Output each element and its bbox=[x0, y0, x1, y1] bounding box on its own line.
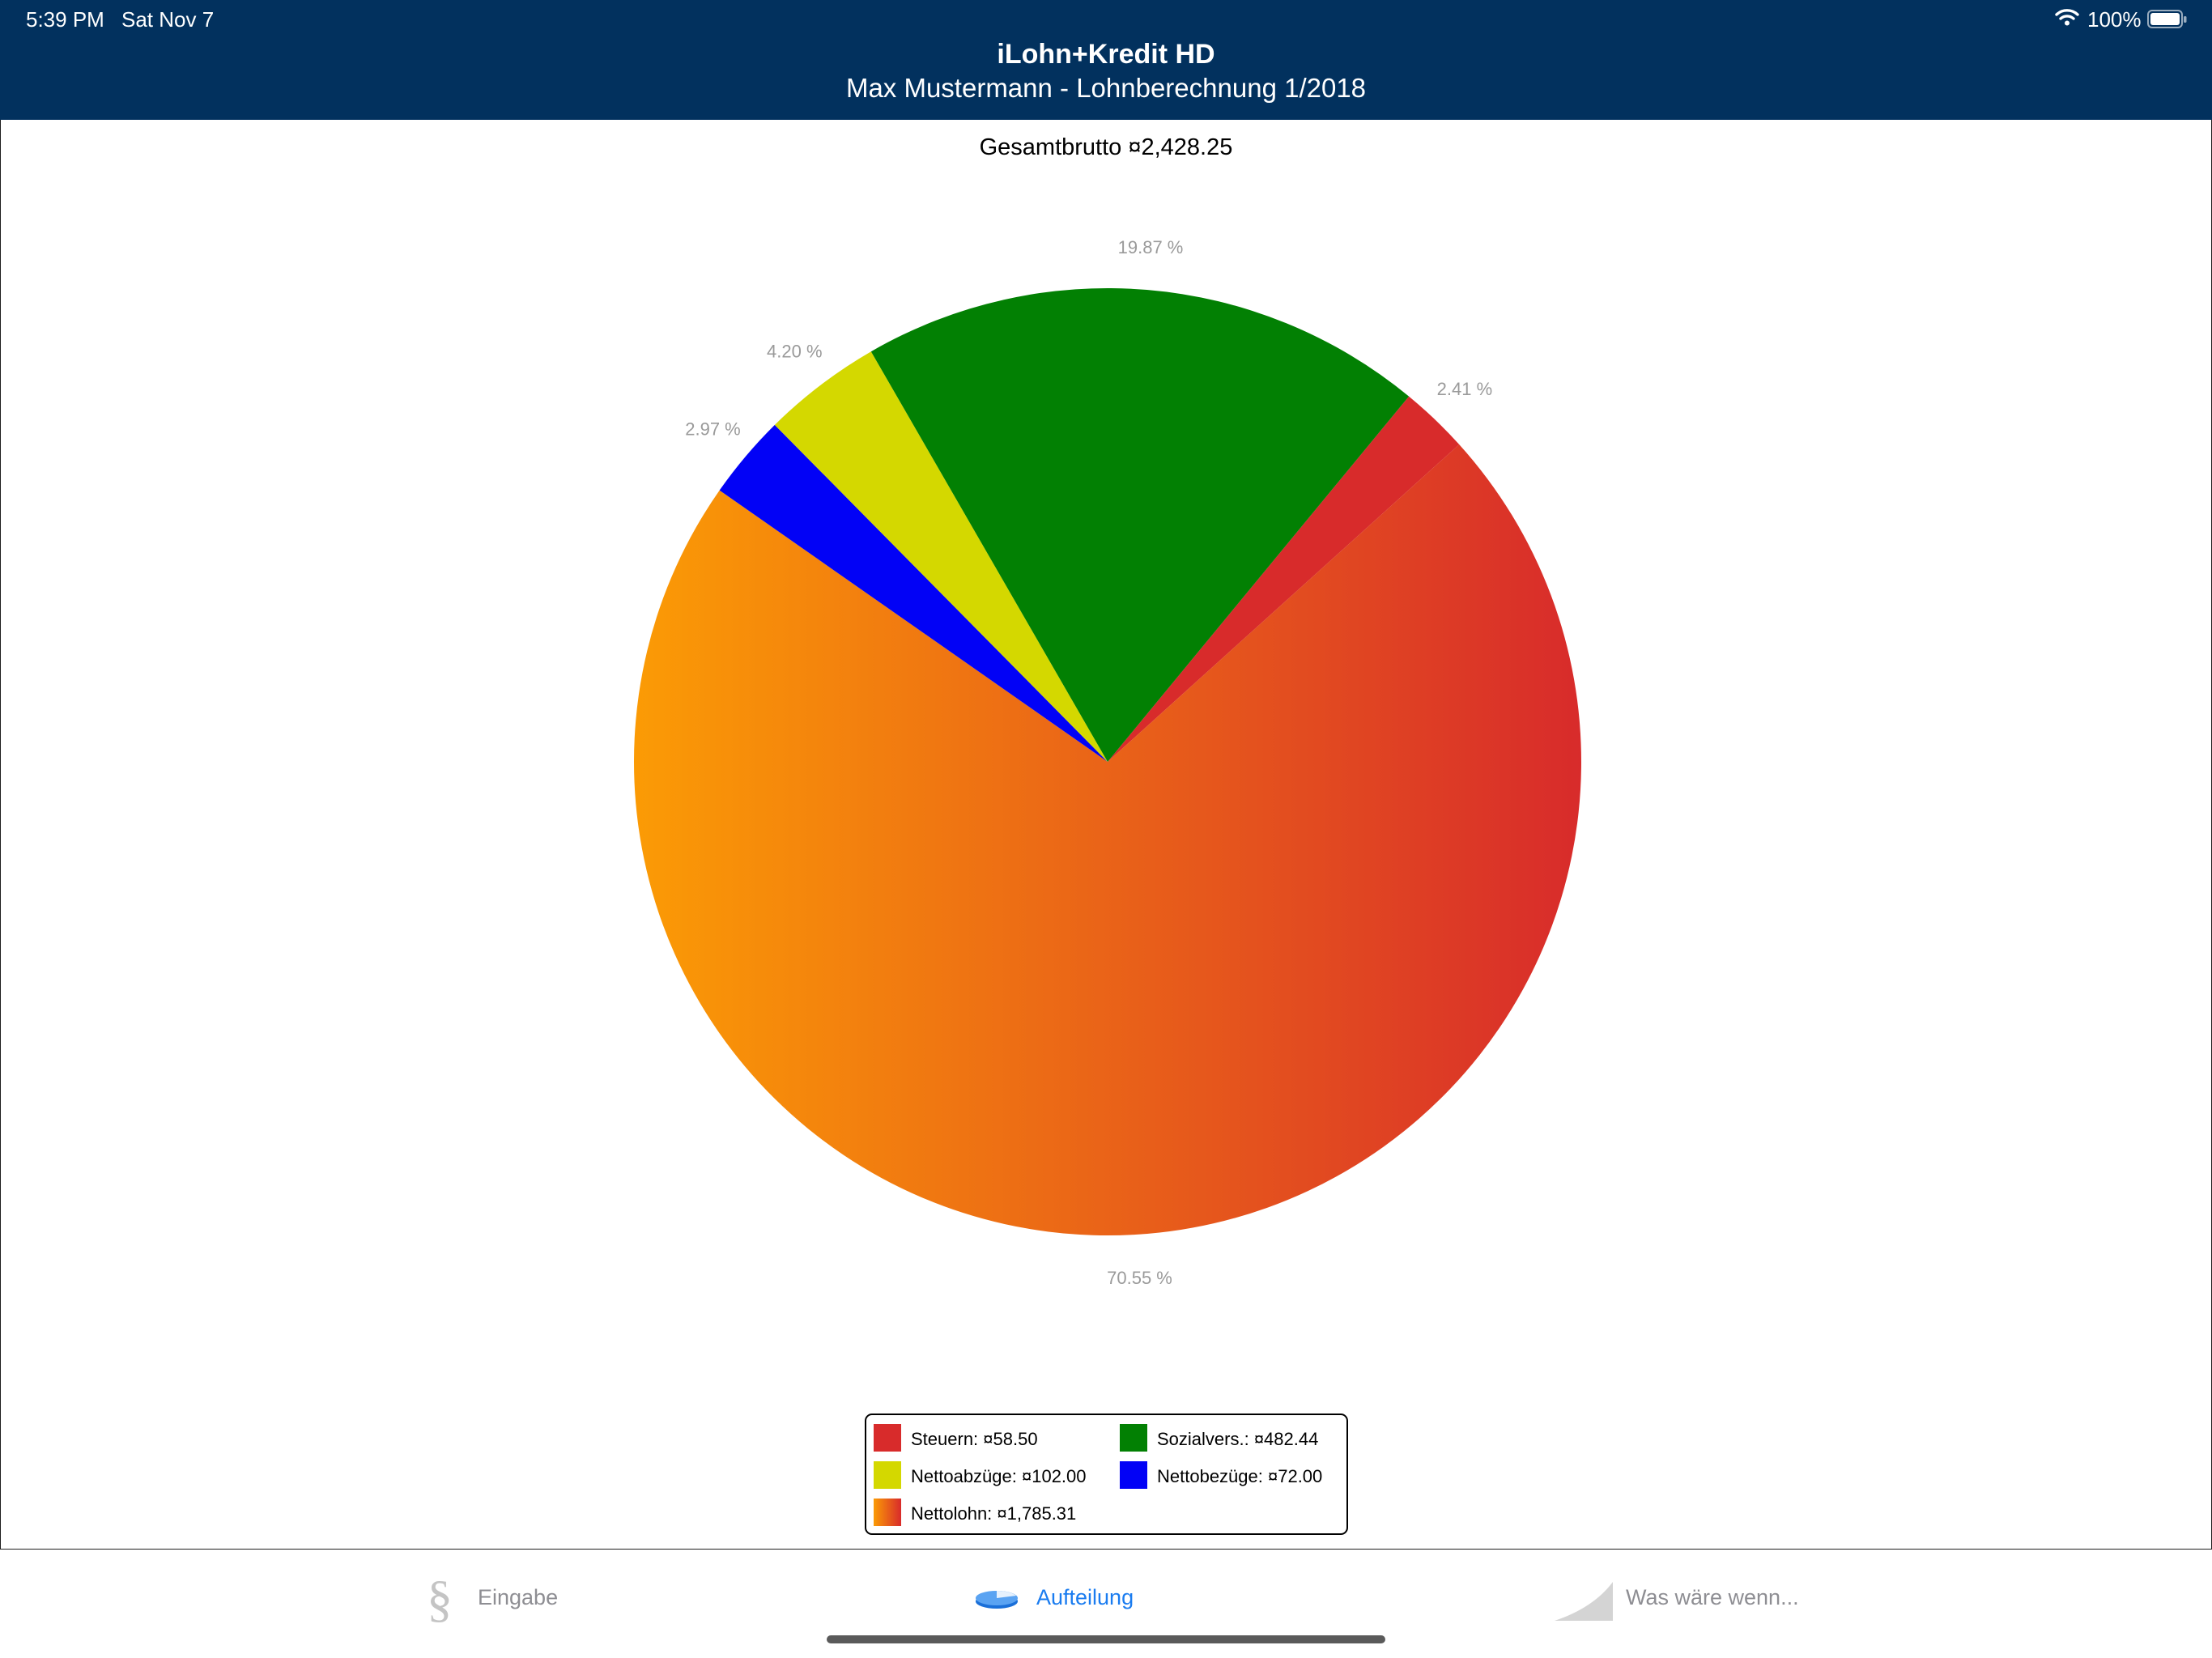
legend-swatch-steuern bbox=[874, 1424, 901, 1452]
chart-legend: Steuern: ¤58.50 Sozialvers.: ¤482.44 Netto… bbox=[865, 1414, 1348, 1535]
tab-aufteilung[interactable]: Aufteilung bbox=[973, 1574, 1151, 1622]
app-title: iLohn+Kredit HD bbox=[997, 39, 1215, 70]
status-time: 5:39 PM bbox=[26, 7, 104, 32]
tab-eingabe[interactable]: § Eingabe bbox=[426, 1574, 604, 1624]
tab-label: Was wäre wenn... bbox=[1626, 1585, 1799, 1609]
percent-labels: 2.41 % 70.55 % 2.97 % 4.20 % 19.87 % bbox=[685, 237, 1492, 1288]
tab-label: Aufteilung bbox=[1036, 1585, 1134, 1609]
legend-swatch-nettobez-ge bbox=[1120, 1461, 1147, 1489]
chart-title: Gesamtbrutto ¤2,428.25 bbox=[980, 134, 1233, 160]
paragraph-icon: § bbox=[427, 1574, 453, 1624]
percent-label: 70.55 % bbox=[1107, 1268, 1172, 1288]
home-indicator bbox=[827, 1635, 1385, 1643]
legend-label-sozialvers: Sozialvers.: ¤482.44 bbox=[1157, 1429, 1318, 1449]
wifi-icon bbox=[2055, 9, 2079, 26]
pie-slice-nettolohn bbox=[633, 444, 1581, 1236]
battery-percentage: 100% bbox=[2087, 7, 2142, 32]
pie-chart-icon bbox=[976, 1591, 1018, 1609]
pie-slice-sozialvers bbox=[870, 287, 1410, 762]
legend-box bbox=[865, 1414, 1348, 1535]
pie-slice-nettoabz-ge bbox=[774, 351, 1108, 762]
legend-swatch-nettoabz-ge bbox=[874, 1461, 901, 1489]
tab-was-waere-wenn[interactable]: Was wäre wenn... bbox=[1553, 1574, 1812, 1622]
page-subtitle: Max Mustermann - Lohnberechnung 1/2018 bbox=[845, 73, 1367, 103]
legend-label-nettobez-ge: Nettobezüge: ¤72.00 bbox=[1157, 1466, 1322, 1486]
status-date: Sat Nov 7 bbox=[121, 7, 215, 32]
svg-text:§: § bbox=[427, 1574, 453, 1624]
legend-swatch-sozialvers bbox=[1120, 1424, 1147, 1452]
tab-label: Eingabe bbox=[478, 1585, 559, 1609]
legend-swatch-nettolohn bbox=[874, 1499, 901, 1526]
percent-label: 4.20 % bbox=[767, 342, 823, 362]
battery-icon bbox=[2147, 10, 2187, 28]
legend-label-nettolohn: Nettolohn: ¤1,785.31 bbox=[911, 1503, 1076, 1524]
percent-label: 2.97 % bbox=[685, 419, 741, 440]
pie-chart: Gesamtbrutto ¤2,428.25 2.41 % 70.55 % 2.97… bbox=[633, 134, 1581, 1535]
percent-label: 2.41 % bbox=[1437, 379, 1493, 399]
legend-label-nettoabz-ge: Nettoabzüge: ¤102.00 bbox=[911, 1466, 1087, 1486]
ramp-icon bbox=[1555, 1582, 1613, 1621]
pie-slice-steuern bbox=[1108, 396, 1460, 762]
navigation-header: 5:39 PM Sat Nov 7 100% iLohn+Kredit HD M… bbox=[0, 0, 2212, 120]
pie-slice-nettobez-ge bbox=[719, 424, 1108, 762]
percent-label: 19.87 % bbox=[1118, 237, 1184, 257]
chart-panel: Gesamtbrutto ¤2,428.25 2.41 % 70.55 % 2.97… bbox=[0, 120, 2212, 1550]
pie-slices bbox=[633, 287, 1581, 1236]
legend-label-steuern: Steuern: ¤58.50 bbox=[911, 1429, 1038, 1449]
